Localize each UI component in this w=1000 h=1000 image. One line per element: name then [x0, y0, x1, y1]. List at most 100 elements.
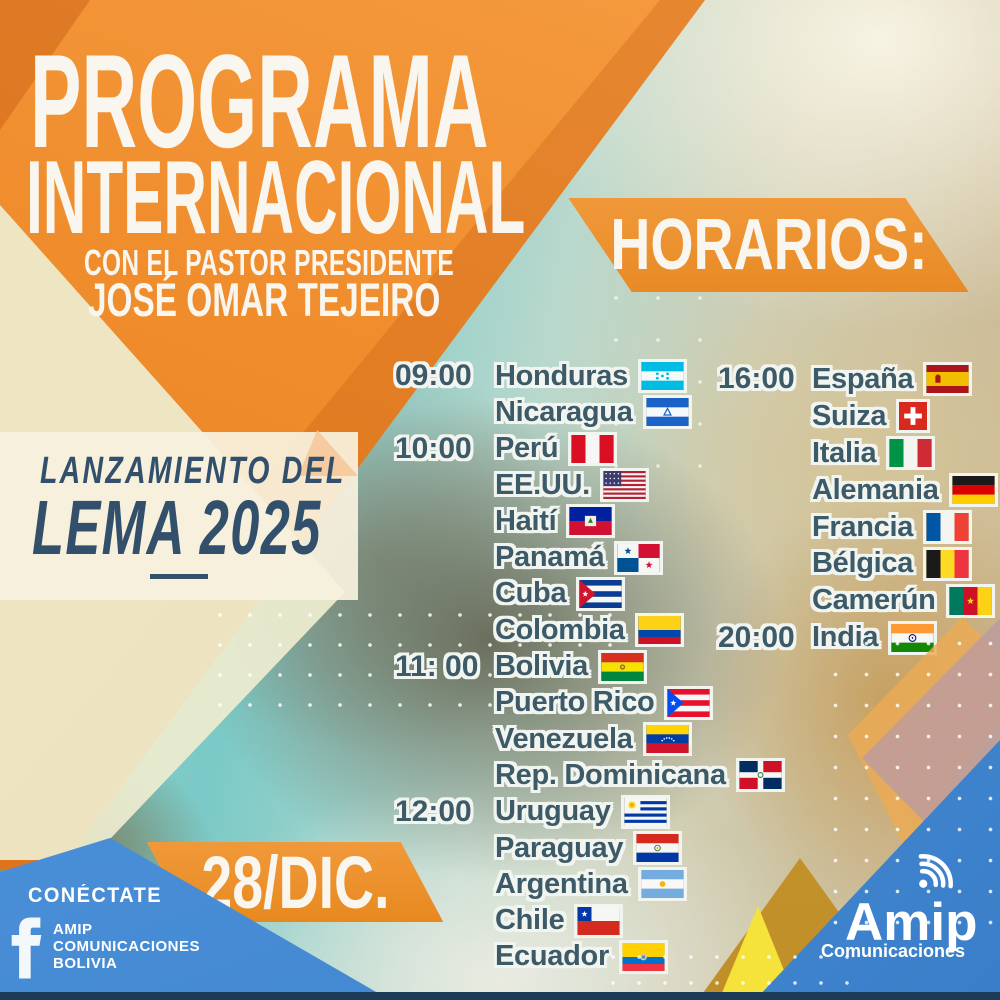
- flag-camerun-icon: [949, 586, 992, 615]
- lema-line1: LANZAMIENTO DEL: [40, 450, 346, 492]
- schedule-row: Chile: [395, 902, 782, 938]
- country-name: Haití: [495, 504, 557, 537]
- country-name: EE.UU.: [495, 468, 590, 501]
- schedule-row: 09:00 Honduras: [395, 358, 782, 394]
- schedule-row: Nicaragua: [395, 394, 782, 430]
- flag-honduras-icon: [641, 362, 684, 391]
- date-banner: 28/DIC.: [146, 840, 444, 924]
- country-name: Italia: [812, 436, 877, 469]
- schedule-row: Cuba: [395, 576, 782, 612]
- flag-puertorico-icon: [667, 688, 710, 717]
- horarios-label: HORARIOS:: [609, 205, 928, 285]
- flag-suiza-icon: [899, 402, 928, 431]
- schedule-time: 09:00: [395, 359, 472, 393]
- country-name: Bolivia: [495, 650, 588, 683]
- country-name: Argentina: [495, 867, 628, 900]
- country-name: Paraguay: [495, 831, 624, 864]
- connect-heading: CONÉCTATE: [28, 884, 163, 907]
- schedule-time: 10:00: [395, 431, 472, 465]
- schedule-row: Haití: [395, 503, 782, 539]
- poster-title-line1: PROGRAMA: [30, 28, 489, 176]
- flag-colombia-icon: [638, 616, 681, 645]
- country-name: Perú: [495, 432, 559, 465]
- country-name: Alemania: [812, 473, 939, 506]
- connect-lines[interactable]: AMIP COMUNICACIONES BOLIVIA: [53, 921, 200, 972]
- facebook-icon[interactable]: [8, 916, 45, 980]
- country-name: Cuba: [495, 577, 567, 610]
- schedule-time: 16:00: [718, 362, 795, 396]
- flag-espana-icon: [926, 365, 969, 394]
- schedule-row: 12:00 Uruguay: [395, 794, 782, 830]
- schedule-column-left: 09:00 Honduras Nicaragua 10:00 Perú EE.UU. Hai…: [395, 358, 782, 975]
- schedule-row: Ecuador: [395, 939, 782, 975]
- schedule-row: 20:00 India: [718, 619, 995, 656]
- schedule-row: Panamá: [395, 539, 782, 575]
- schedule-row: Camerún: [718, 582, 995, 619]
- schedule-time: 12:00: [395, 794, 472, 828]
- schedule-row: Alemania: [718, 472, 995, 509]
- flag-cuba-icon: [579, 579, 622, 608]
- wifi-signal-icon: [918, 854, 953, 889]
- flag-uruguay-icon: [624, 797, 667, 826]
- flag-chile-icon: [577, 906, 620, 935]
- schedule-row: 10:00 Perú: [395, 431, 782, 467]
- connect-line1: AMIP: [53, 921, 93, 938]
- country-name: Venezuela: [495, 722, 633, 755]
- country-name: Colombia: [495, 613, 625, 646]
- schedule-row: Puerto Rico: [395, 685, 782, 721]
- schedule-row: Rep. Dominicana: [395, 757, 782, 793]
- brand-name: Amip: [845, 893, 978, 952]
- connect-line3: BOLIVIA: [53, 955, 118, 972]
- country-name: Nicaragua: [495, 395, 633, 428]
- country-name: Bélgica: [812, 547, 914, 580]
- schedule-column-right: 16:00 España Suiza Italia Alemania Francia Bél…: [718, 361, 995, 656]
- country-name: Camerún: [812, 584, 936, 617]
- brand-tagline: Comunicaciones: [821, 941, 966, 961]
- schedule-row: Argentina: [395, 866, 782, 902]
- country-name: Uruguay: [495, 795, 611, 828]
- flag-venezuela-icon: [646, 725, 689, 754]
- schedule-row: Colombia: [395, 612, 782, 648]
- flag-italia-icon: [889, 439, 932, 468]
- flag-india-icon: [891, 623, 934, 652]
- bottom-strip-decor: [0, 992, 1000, 1000]
- schedule-row: Francia: [718, 509, 995, 546]
- poster-title-line2: INTERNACIONAL: [26, 140, 526, 256]
- flag-ecuador-icon: [622, 942, 665, 971]
- country-name: Rep. Dominicana: [495, 758, 726, 791]
- schedule-time: 11: 00: [395, 649, 479, 683]
- country-name: Francia: [812, 510, 914, 543]
- country-name: España: [812, 362, 914, 395]
- lema-band: [0, 432, 358, 600]
- flag-bolivia-icon: [601, 652, 644, 681]
- schedule-row: Suiza: [718, 398, 995, 435]
- flag-panama-icon: [617, 543, 660, 572]
- flag-argentina-icon: [641, 870, 684, 899]
- flag-francia-icon: [926, 513, 969, 541]
- country-name: Puerto Rico: [495, 686, 655, 719]
- country-name: Ecuador: [495, 940, 609, 973]
- schedule-row: EE.UU.: [395, 467, 782, 503]
- schedule-time: 20:00: [718, 620, 795, 654]
- flag-alemania-icon: [952, 476, 995, 505]
- lema-line2: LEMA 2025: [32, 485, 322, 571]
- flag-peru-icon: [571, 434, 614, 463]
- flag-dominicana-icon: [739, 761, 782, 790]
- flag-haiti-icon: [569, 507, 612, 536]
- country-name: Honduras: [495, 359, 628, 392]
- schedule-row: Bélgica: [718, 545, 995, 582]
- horarios-banner: HORARIOS:: [568, 198, 969, 292]
- poster-subtitle: CON EL PASTOR PRESIDENTE: [84, 242, 454, 283]
- pastor-name: JOSÉ OMAR TEJEIRO: [88, 273, 441, 326]
- schedule-row: 16:00 España: [718, 361, 995, 398]
- connect-line2: COMUNICACIONES: [53, 938, 201, 955]
- flag-belgica-icon: [926, 549, 969, 578]
- flag-paraguay-icon: [636, 834, 679, 862]
- schedule-row: Italia: [718, 435, 995, 472]
- schedule-row: Paraguay: [395, 830, 782, 866]
- date-label: 28/DIC.: [200, 840, 390, 924]
- country-name: Chile: [495, 904, 565, 937]
- country-name: Panamá: [495, 541, 605, 574]
- flag-nicaragua-icon: [646, 398, 689, 427]
